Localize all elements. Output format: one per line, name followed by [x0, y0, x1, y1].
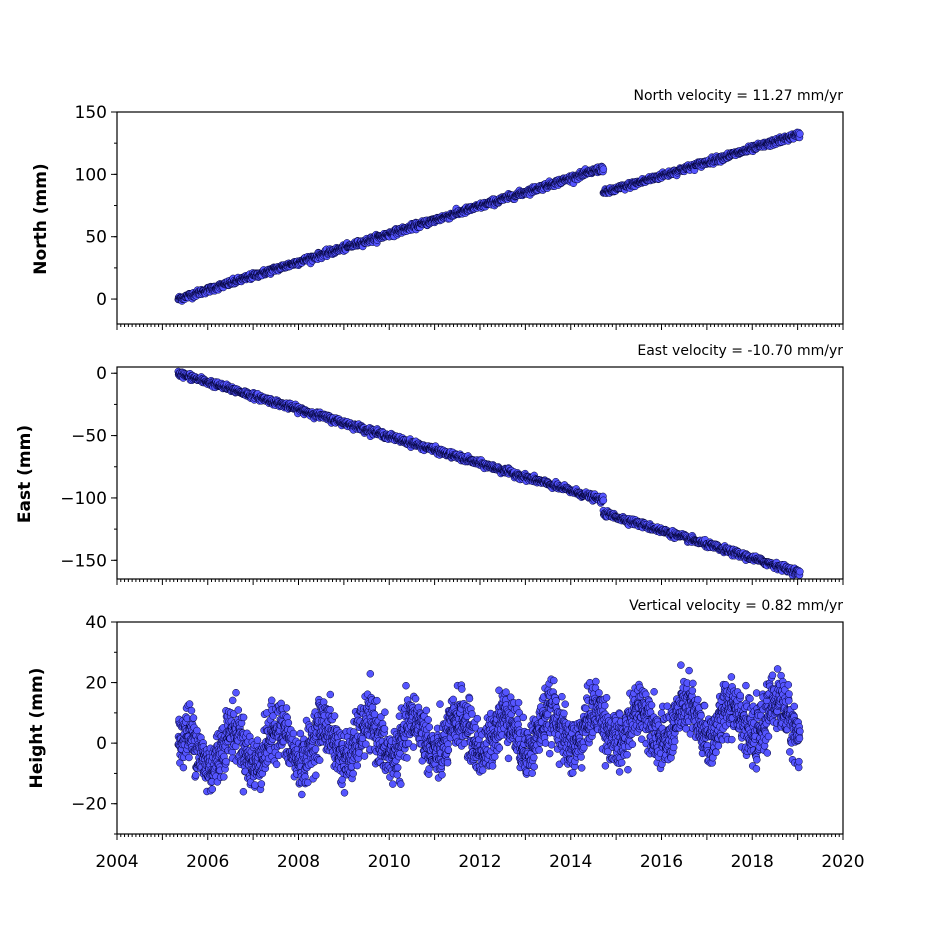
- data-point: [185, 753, 193, 762]
- north-plot-frame: [116, 111, 844, 325]
- data-point: [192, 771, 200, 779]
- north-panel: North velocity = 11.27 mm/yr North (mm) …: [31, 88, 844, 330]
- east-points: [174, 367, 804, 580]
- y-tick-label: 40: [85, 613, 107, 633]
- east-x-minor-ticks: [116, 579, 844, 585]
- data-point: [185, 700, 194, 708]
- data-point: [220, 773, 228, 781]
- data-point: [353, 761, 362, 770]
- y-tick-label: 0: [96, 364, 107, 384]
- data-point: [189, 714, 198, 722]
- height-y-ticks: −20 0 20 40: [71, 613, 117, 835]
- data-point: [380, 725, 389, 733]
- x-tick-label: 2014: [549, 852, 592, 872]
- x-tick-label: 2012: [458, 852, 501, 872]
- north-axis-label: North (mm): [31, 163, 51, 274]
- north-points: [174, 128, 804, 305]
- data-point: [289, 729, 298, 738]
- data-point: [187, 706, 196, 715]
- height-x-ticks: 2004 2006 2008 2010 2012 2014 2016 2018 2020: [95, 834, 865, 872]
- data-point: [239, 713, 248, 722]
- data-point: [326, 690, 335, 699]
- data-point: [330, 712, 339, 720]
- y-tick-label: 0: [96, 290, 107, 310]
- east-axis-label: East (mm): [15, 425, 35, 523]
- east-y-ticks: 0 −50 −100 −150: [60, 364, 117, 571]
- data-point: [208, 785, 217, 793]
- data-point: [193, 726, 201, 735]
- height-axis-label: Height (mm): [27, 668, 47, 789]
- data-point: [312, 771, 320, 780]
- east-velocity-title: East velocity = -10.70 mm/yr: [637, 343, 843, 359]
- data-point: [366, 670, 375, 678]
- x-tick-label: 2018: [731, 852, 774, 872]
- data-point: [315, 756, 324, 764]
- data-point: [232, 688, 240, 697]
- y-tick-label: 100: [75, 165, 107, 185]
- data-point: [370, 710, 379, 719]
- north-x-minor-ticks: [116, 324, 844, 330]
- x-tick-label: 2020: [821, 852, 864, 872]
- data-point: [239, 787, 248, 796]
- y-tick-label: 50: [85, 228, 107, 248]
- x-tick-label: 2008: [277, 852, 320, 872]
- data-point: [257, 780, 266, 788]
- y-tick-label: −150: [60, 551, 107, 571]
- east-panel: East velocity = -10.70 mm/yr East (mm) 0…: [15, 343, 844, 585]
- data-point: [282, 704, 291, 712]
- data-point: [298, 790, 306, 799]
- data-point: [284, 719, 293, 727]
- vertical-velocity-title: Vertical velocity = 0.82 mm/yr: [629, 598, 843, 614]
- data-point: [234, 706, 243, 714]
- y-tick-label: −100: [60, 489, 107, 509]
- data-point: [599, 165, 608, 173]
- y-tick-label: −20: [71, 795, 107, 815]
- data-point: [311, 745, 320, 753]
- data-point: [360, 752, 369, 760]
- north-y-ticks: 0 50 100 150: [75, 103, 117, 310]
- data-point: [373, 696, 381, 705]
- data-point: [267, 696, 276, 705]
- data-point: [179, 763, 188, 772]
- north-velocity-title: North velocity = 11.27 mm/yr: [633, 88, 843, 104]
- y-tick-label: −50: [71, 427, 107, 447]
- x-tick-label: 2010: [368, 852, 411, 872]
- data-point: [381, 708, 389, 716]
- y-tick-label: 20: [85, 674, 107, 694]
- data-point: [253, 736, 262, 744]
- x-tick-label: 2016: [640, 852, 683, 872]
- y-tick-label: 150: [75, 103, 107, 123]
- y-tick-label: 0: [96, 734, 107, 754]
- x-tick-label: 2004: [95, 852, 138, 872]
- data-point: [389, 780, 397, 788]
- data-point: [222, 757, 230, 766]
- data-point: [340, 789, 349, 797]
- height-points: [174, 661, 804, 799]
- height-panel: Vertical velocity = 0.82 mm/yr Height (m…: [27, 598, 865, 872]
- data-point: [326, 705, 334, 714]
- x-tick-label: 2006: [186, 852, 229, 872]
- data-point: [228, 696, 237, 705]
- data-point: [796, 130, 804, 138]
- data-point: [599, 496, 608, 505]
- data-point: [349, 769, 357, 778]
- data-point: [796, 567, 804, 576]
- data-point: [272, 760, 281, 769]
